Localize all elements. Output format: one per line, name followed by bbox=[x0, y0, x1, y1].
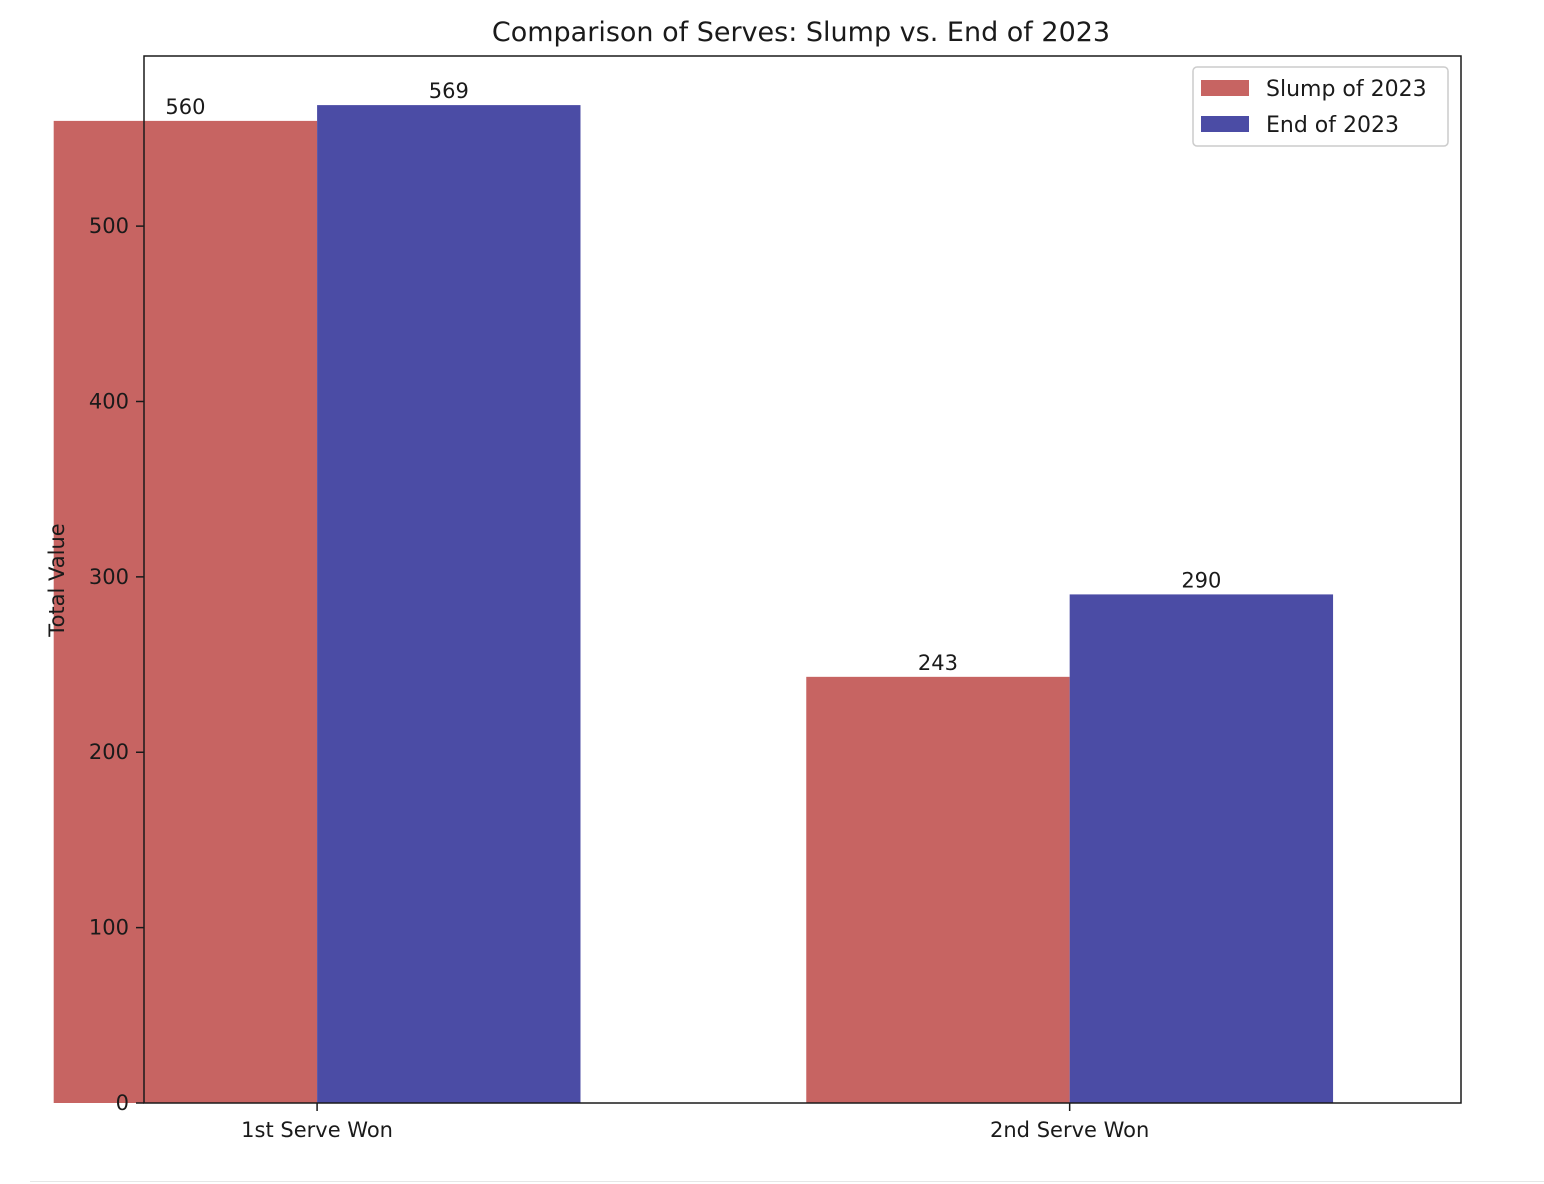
legend: Slump of 2023 End of 2023 bbox=[1192, 66, 1449, 147]
y-tick-label: 500 bbox=[89, 214, 129, 238]
bar-value-label: 243 bbox=[918, 651, 958, 675]
bars-layer bbox=[53, 105, 1334, 1103]
y-axis: 0 100 200 300 400 500 bbox=[89, 214, 144, 1115]
y-tick-label: 100 bbox=[89, 916, 129, 940]
legend-label: Slump of 2023 bbox=[1266, 77, 1427, 102]
y-axis-label: Total Value bbox=[45, 523, 69, 637]
bar bbox=[806, 676, 1070, 1103]
bar-value-label: 560 bbox=[165, 95, 205, 119]
legend-box bbox=[1192, 66, 1449, 147]
y-tick-label: 300 bbox=[89, 565, 129, 589]
bar-value-label: 569 bbox=[429, 79, 469, 103]
x-axis: 1st Serve Won 2nd Serve Won bbox=[241, 1103, 1149, 1142]
x-tick-label: 2nd Serve Won bbox=[990, 1118, 1149, 1142]
bar bbox=[317, 105, 581, 1103]
bar-value-label: 290 bbox=[1181, 568, 1221, 592]
plot-frame bbox=[143, 55, 1462, 1104]
legend-label: End of 2023 bbox=[1266, 113, 1399, 138]
y-tick-label: 0 bbox=[116, 1091, 129, 1115]
legend-swatch bbox=[1201, 80, 1249, 96]
x-tick-label: 1st Serve Won bbox=[241, 1118, 393, 1142]
bar-labels-layer: 560 243 569 290 bbox=[165, 79, 1221, 675]
legend-swatch bbox=[1201, 116, 1249, 132]
bottom-divider bbox=[30, 1181, 1544, 1182]
bar bbox=[1069, 594, 1334, 1103]
y-tick-label: 200 bbox=[89, 740, 129, 764]
chart-title: Comparison of Serves: Slump vs. End of 2… bbox=[492, 17, 1110, 48]
y-tick-label: 400 bbox=[89, 389, 129, 413]
bar bbox=[53, 120, 318, 1103]
